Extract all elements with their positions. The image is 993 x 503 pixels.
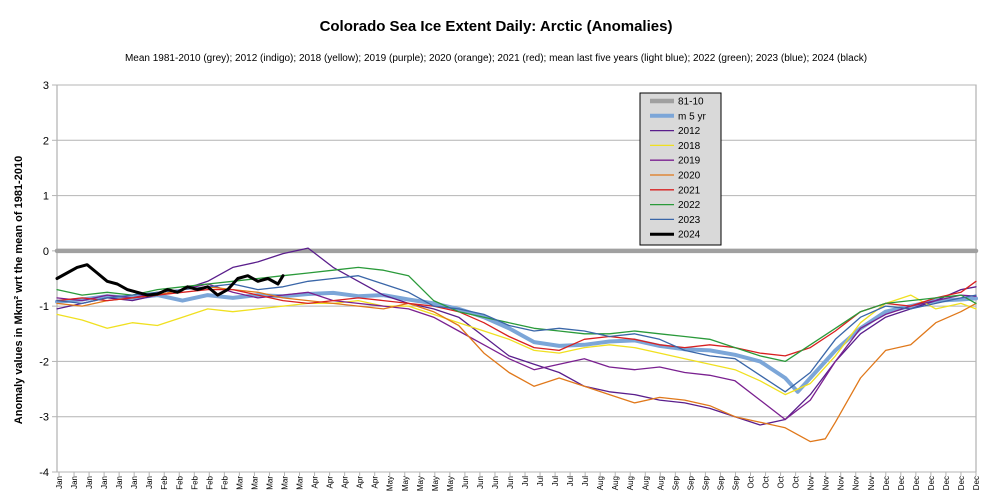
y-tick-label: -4 (39, 467, 49, 479)
x-tick-label: Feb (160, 475, 169, 489)
legend-label: 2024 (678, 230, 701, 241)
x-tick-label: Jul (521, 476, 530, 486)
x-tick-label: Sep (671, 475, 680, 490)
chart-title: Colorado Sea Ice Extent Daily: Arctic (A… (320, 18, 673, 35)
x-tick-label: Mar (250, 476, 259, 490)
x-tick-label: Dec (957, 476, 966, 490)
x-tick-label: Aug (656, 476, 665, 490)
x-tick-label: Jun (491, 476, 500, 489)
x-tick-label: Apr (341, 476, 350, 489)
x-tick-label: Nov (867, 476, 876, 490)
legend-label: 81-10 (678, 97, 704, 108)
y-tick-label: 3 (43, 80, 49, 92)
x-tick-label: May (401, 476, 410, 491)
x-tick-label: Jul (551, 476, 560, 486)
series-line-2023 (56, 275, 977, 393)
y-tick-label: 0 (43, 246, 49, 258)
x-tick-label: Aug (611, 476, 620, 490)
x-tick-label: Jan (100, 476, 109, 489)
series-line-2020 (56, 286, 977, 443)
legend-label: m 5 yr (678, 111, 706, 122)
x-tick-label: Jun (461, 476, 470, 489)
x-tick-label: Jan (70, 476, 79, 489)
x-tick-label: Mar (280, 476, 289, 490)
x-tick-label: Jan (55, 476, 64, 489)
x-tick-label: Dec (927, 476, 936, 490)
series-lines (54, 247, 979, 443)
series-line-2022 (56, 266, 977, 363)
x-tick-label: Sep (686, 475, 695, 490)
x-tick-label: Feb (205, 475, 214, 489)
x-tick-label: Nov (837, 476, 846, 490)
x-tick-label: Apr (356, 476, 365, 489)
x-tick-label: Mar (296, 476, 305, 490)
x-tick-label: Dec (882, 476, 891, 490)
x-tick-label: Oct (792, 475, 801, 488)
legend-label: 2019 (678, 156, 701, 167)
series-line-2019 (56, 283, 977, 421)
x-tick-label: Dec (897, 476, 906, 490)
plot-frame (56, 84, 977, 473)
legend-label: 2022 (678, 200, 701, 211)
x-tick-label: Feb (175, 475, 184, 489)
x-tick-label: Jul (536, 476, 545, 486)
series-line-m-5-yr (55, 290, 978, 394)
x-tick-label: Nov (852, 476, 861, 490)
x-tick-label: Dec (912, 476, 921, 490)
y-tick-label: -3 (39, 412, 49, 424)
x-tick-label: Sep (731, 475, 740, 490)
x-tick-label: Mar (235, 476, 244, 490)
x-tick-label: Jun (476, 476, 485, 489)
x-tick-label: May (446, 476, 455, 491)
legend-label: 2012 (678, 126, 701, 137)
x-tick-label: Oct (777, 475, 786, 488)
y-tick-label: -1 (39, 301, 49, 313)
x-tick-label: Sep (716, 475, 725, 490)
x-tick-label: Dec (972, 476, 981, 490)
x-tick-label: Apr (311, 476, 320, 489)
x-tick-label: Jan (130, 476, 139, 489)
series-line-2021 (56, 280, 977, 357)
legend-label: 2020 (678, 171, 701, 182)
x-tick-label: Nov (822, 476, 831, 490)
x-tick-label: Jan (115, 476, 124, 489)
x-tick-label: Sep (701, 475, 710, 490)
y-axis-ticks: 3 2 1 0 -1 -2 -3 -4 (39, 80, 57, 479)
x-tick-label: Jul (581, 476, 590, 486)
x-tick-label: May (431, 476, 440, 491)
x-axis-ticks: Jan Jan Jan Jan Jan Jan Jan Feb Feb Feb Feb Feb Mar M… (55, 472, 981, 491)
x-tick-label: Feb (190, 475, 199, 489)
legend-label: 2021 (678, 185, 701, 196)
x-tick-label: Oct (762, 475, 771, 488)
x-tick-label: Jan (145, 476, 154, 489)
series-line-2024 (55, 263, 285, 297)
legend-label: 2018 (678, 141, 701, 152)
gridlines (57, 84, 976, 473)
x-tick-label: Apr (371, 476, 380, 489)
x-tick-label: May (386, 476, 395, 491)
x-tick-label: Jun (506, 476, 515, 489)
legend: 81-10 m 5 yr 2012 2018 2019 2020 2021 2022 2023 2… (639, 92, 722, 246)
legend-label: 2023 (678, 215, 701, 226)
x-tick-label: Dec (942, 476, 951, 490)
y-tick-label: -2 (39, 356, 49, 368)
series-line-2018 (56, 294, 977, 396)
chart-subtitle: Mean 1981-2010 (grey); 2012 (indigo); 20… (125, 53, 867, 64)
x-tick-label: Jul (566, 476, 575, 486)
y-tick-label: 2 (43, 135, 49, 147)
x-tick-label: Feb (220, 475, 229, 489)
y-tick-label: 1 (43, 191, 49, 203)
y-axis-label: Anomaly values in Mkm² wrt the mean of 1… (13, 156, 25, 424)
x-tick-label: Jan (85, 476, 94, 489)
x-tick-label: Aug (596, 476, 605, 490)
x-tick-label: Aug (641, 476, 650, 490)
x-tick-label: Apr (326, 476, 335, 489)
x-tick-label: Nov (807, 476, 816, 490)
x-tick-label: Mar (265, 476, 274, 490)
x-tick-label: Aug (626, 476, 635, 490)
x-tick-label: Oct (747, 475, 756, 488)
x-tick-label: May (416, 476, 425, 491)
